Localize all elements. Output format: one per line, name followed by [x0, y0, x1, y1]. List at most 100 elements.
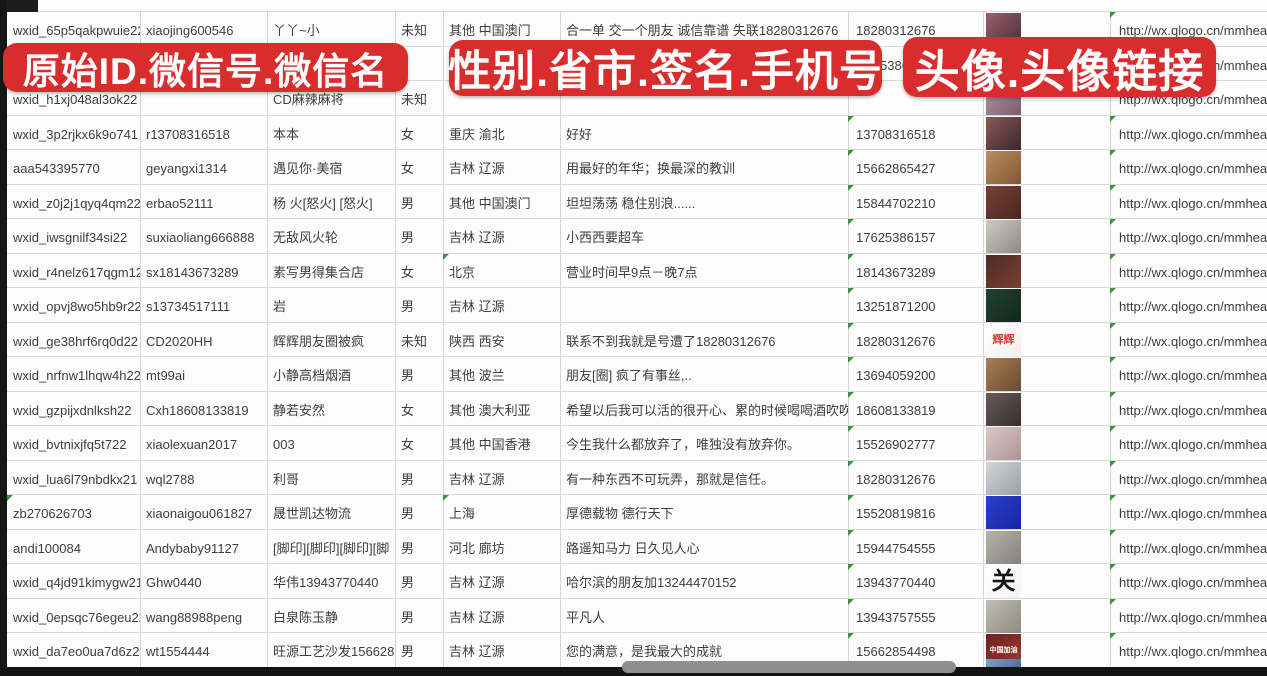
cell-avatar[interactable] [983, 219, 1110, 253]
cell-phone[interactable]: 15662865427 [848, 150, 983, 184]
cell-gender[interactable]: 女 [401, 402, 415, 418]
cell-wechat-name[interactable]: CD麻辣麻将 [273, 92, 344, 107]
cell-region[interactable]: 其他 澳大利亚 [449, 402, 531, 418]
cell-wechat-id[interactable]: suxiaoliang666888 [146, 230, 255, 245]
cell-signature[interactable]: 希望以后我可以活的很开心、累的时候喝喝酒吹吹[ [566, 402, 848, 418]
cell-original-id[interactable]: aaa543395770 [13, 161, 100, 176]
cell-avatar-link[interactable]: http://wx.qlogo.cn/mmhead [1110, 495, 1267, 529]
cell-wechat-id[interactable]: xiaojing600546 [146, 23, 234, 38]
avatar-image[interactable]: 关 [986, 565, 1021, 598]
avatar-image[interactable] [986, 254, 1021, 288]
cell-avatar[interactable]: 关 [983, 564, 1110, 598]
cell-gender[interactable]: 男 [401, 609, 415, 625]
cell-signature[interactable]: 朋友[圈] 疯了有事丝,.. [566, 368, 692, 383]
cell-original-id[interactable]: wxid_z0j2j1qyq4qm22 [13, 195, 140, 211]
cell-avatar-link[interactable]: http://wx.qlogo.cn/mmhead [1110, 322, 1267, 357]
cell-wechat-id[interactable]: Ghw0440 [146, 575, 202, 590]
cell-original-id[interactable]: wxid_65p5qakpwuie22 [13, 23, 140, 38]
cell-original-id[interactable]: wxid_opvj8wo5hb9r22 [13, 299, 140, 314]
cell-wechat-id[interactable]: Cxh18608133819 [146, 402, 249, 418]
cell-wechat-name[interactable]: 晟世凯达物流 [273, 506, 352, 521]
cell-gender[interactable]: 男 [401, 471, 415, 487]
cell-phone[interactable]: 13708316518 [848, 115, 983, 150]
cell-wechat-id[interactable]: wt1554444 [146, 644, 210, 659]
avatar-image[interactable]: 辉辉 [986, 323, 1021, 357]
cell-gender[interactable]: 女 [401, 264, 415, 280]
cell-region[interactable]: 北京 [443, 253, 560, 288]
cell-signature[interactable]: 哈尔滨的朋友加13244470152 [566, 575, 737, 590]
cell-original-id[interactable]: wxid_lua6l79nbdkx21 [13, 471, 138, 487]
cell-avatar-link[interactable]: http://wx.qlogo.cn/mmhead [1110, 115, 1267, 150]
cell-avatar[interactable]: 辉辉 [983, 323, 1110, 357]
cell-wechat-name[interactable]: 辉辉朋友圈被疯 [273, 333, 365, 349]
cell-original-id[interactable]: wxid_h1xj048al3ok22 [13, 92, 138, 107]
cell-wechat-name[interactable]: 无敌风火轮 [273, 230, 339, 245]
cell-gender[interactable]: 男 [401, 195, 415, 211]
cell-region[interactable]: 吉林 辽源 [449, 161, 505, 176]
cell-avatar[interactable] [983, 288, 1110, 322]
cell-region[interactable]: 河北 廊坊 [449, 540, 505, 556]
cell-region[interactable]: 吉林 辽源 [449, 644, 505, 659]
avatar-image[interactable] [986, 358, 1021, 391]
cell-region[interactable]: 重庆 渝北 [449, 126, 505, 142]
cell-region[interactable]: 其他 中国香港 [449, 437, 531, 452]
cell-wechat-name[interactable]: 岩 [273, 299, 287, 314]
cell-signature[interactable]: 用最好的年华；换最深的教训 [566, 161, 736, 176]
cell-wechat-name[interactable]: 本本 [273, 126, 300, 142]
cell-phone[interactable]: 15844702210 [848, 184, 983, 219]
cell-avatar[interactable] [983, 530, 1110, 564]
avatar-image[interactable] [986, 185, 1021, 219]
cell-phone[interactable]: 13694059200 [848, 357, 983, 391]
cell-wechat-name[interactable]: 利哥 [273, 471, 300, 487]
cell-avatar-link[interactable]: http://wx.qlogo.cn/mmhead [1110, 460, 1267, 495]
cell-gender[interactable]: 女 [401, 161, 415, 176]
cell-region[interactable]: 其他 中国澳门 [449, 23, 531, 38]
cell-signature[interactable]: 好好 [566, 126, 593, 142]
cell-avatar-link[interactable]: http://wx.qlogo.cn/mmhead [1110, 150, 1267, 184]
cell-original-id[interactable]: wxid_q4jd91kimygw21 [13, 575, 140, 590]
cell-avatar[interactable] [983, 461, 1110, 495]
cell-phone[interactable]: 18143673289 [848, 253, 983, 288]
cell-phone[interactable]: 15520819816 [848, 495, 983, 529]
cell-signature[interactable]: 路遥知马力 日久见人心 [566, 540, 700, 556]
cell-signature[interactable]: 您的满意，是我最大的成就 [566, 644, 723, 659]
cell-region[interactable]: 其他 波兰 [449, 368, 505, 383]
cell-gender[interactable]: 女 [401, 437, 415, 452]
cell-signature[interactable]: 小西西要超车 [566, 230, 645, 245]
cell-phone[interactable]: 18608133819 [848, 391, 983, 426]
avatar-image[interactable] [986, 427, 1021, 460]
cell-wechat-name[interactable]: [脚印][脚印][脚印][脚 [273, 540, 390, 556]
cell-avatar-link[interactable]: http://wx.qlogo.cn/mmhead [1110, 564, 1267, 598]
cell-region[interactable]: 其他 中国澳门 [449, 195, 531, 211]
cell-wechat-id[interactable]: xiaonaigou061827 [146, 506, 253, 521]
cell-wechat-name[interactable]: 杨 火[怒火] [怒火] [273, 195, 373, 211]
cell-original-id[interactable]: wxid_ge38hrf6rq0d22 [13, 333, 139, 349]
avatar-image[interactable] [986, 530, 1021, 564]
cell-phone[interactable]: 15662854498 [848, 633, 983, 667]
cell-wechat-name[interactable]: 小静高档烟酒 [273, 368, 352, 383]
cell-wechat-id[interactable]: geyangxi1314 [146, 161, 227, 176]
cell-avatar-link[interactable]: http://wx.qlogo.cn/mmhead [1110, 426, 1267, 460]
cell-avatar[interactable] [983, 116, 1110, 150]
cell-avatar-link[interactable]: http://wx.qlogo.cn/mmhead [1110, 529, 1267, 564]
cell-avatar[interactable] [983, 185, 1110, 219]
cell-phone[interactable]: 17625386157 [848, 219, 983, 253]
cell-gender[interactable]: 男 [401, 540, 415, 556]
cell-signature[interactable]: 有一种东西不可玩弄，那就是信任。 [566, 471, 775, 487]
cell-wechat-id[interactable]: Andybaby91127 [146, 540, 240, 556]
avatar-image[interactable] [986, 599, 1021, 633]
cell-gender[interactable]: 男 [401, 575, 415, 590]
cell-wechat-id[interactable]: xiaolexuan2017 [146, 437, 238, 452]
cell-wechat-id[interactable]: r13708316518 [146, 126, 230, 142]
cell-avatar-link[interactable]: http://wx.qlogo.cn/mmhead [1110, 633, 1267, 667]
cell-avatar-link[interactable]: http://wx.qlogo.cn/mmhead [1110, 598, 1267, 633]
cell-wechat-id[interactable]: s13734517111 [146, 299, 231, 314]
cell-wechat-name[interactable]: 遇见你·美宿 [273, 161, 343, 176]
cell-original-id[interactable]: andi100084 [13, 540, 81, 556]
cell-phone[interactable]: 13943770440 [848, 564, 983, 598]
cell-signature[interactable] [560, 288, 848, 322]
cell-original-id[interactable]: wxid_bvtnixjfq5t722 [13, 437, 127, 452]
cell-gender[interactable]: 未知 [401, 23, 428, 38]
avatar-image[interactable] [986, 392, 1021, 426]
cell-region[interactable]: 吉林 辽源 [449, 609, 505, 625]
